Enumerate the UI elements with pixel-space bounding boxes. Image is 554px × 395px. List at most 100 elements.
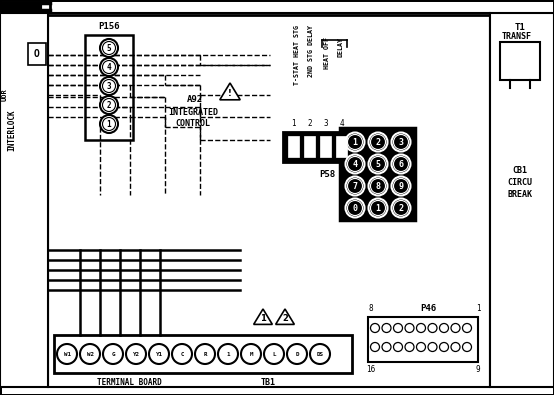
Circle shape <box>241 344 261 364</box>
Text: DELAY: DELAY <box>337 37 343 57</box>
Bar <box>0 13 48 387</box>
Text: O: O <box>34 49 40 59</box>
Circle shape <box>428 324 437 333</box>
Text: 7: 7 <box>352 181 357 190</box>
Text: T-STAT HEAT STG: T-STAT HEAT STG <box>294 25 300 85</box>
Circle shape <box>347 201 362 216</box>
Circle shape <box>346 199 365 218</box>
Bar <box>288 136 299 157</box>
Text: 16: 16 <box>366 365 376 374</box>
Text: 4: 4 <box>339 119 344 128</box>
Bar <box>368 317 478 362</box>
Circle shape <box>57 344 77 364</box>
Circle shape <box>149 344 169 364</box>
Bar <box>304 136 315 157</box>
Text: Y2: Y2 <box>132 352 140 357</box>
Circle shape <box>428 342 437 352</box>
Circle shape <box>451 324 460 333</box>
Text: A92: A92 <box>187 94 203 103</box>
Circle shape <box>102 60 115 73</box>
Circle shape <box>417 324 425 333</box>
Text: 8: 8 <box>369 304 373 313</box>
Text: 3: 3 <box>107 81 111 90</box>
Text: T1: T1 <box>515 23 525 32</box>
Text: HEAT OFF: HEAT OFF <box>324 37 330 69</box>
Circle shape <box>287 344 307 364</box>
Circle shape <box>393 156 408 171</box>
Circle shape <box>80 344 100 364</box>
Circle shape <box>346 177 365 196</box>
Circle shape <box>100 58 118 76</box>
Text: 4: 4 <box>352 160 357 169</box>
Circle shape <box>405 324 414 333</box>
Circle shape <box>310 344 330 364</box>
Text: L: L <box>272 352 276 357</box>
Circle shape <box>346 132 365 152</box>
Text: 2: 2 <box>307 119 312 128</box>
Text: 1: 1 <box>291 119 296 128</box>
Text: BREAK: BREAK <box>507 190 532 199</box>
Text: 2: 2 <box>398 203 403 213</box>
Text: 3: 3 <box>398 137 403 147</box>
Polygon shape <box>254 309 273 324</box>
Text: 5: 5 <box>376 160 381 169</box>
Text: 2: 2 <box>107 100 111 109</box>
Circle shape <box>382 324 391 333</box>
Circle shape <box>102 98 115 111</box>
Text: CONTROL: CONTROL <box>176 118 211 128</box>
Circle shape <box>439 342 449 352</box>
Text: UOR: UOR <box>2 88 8 102</box>
Text: R: R <box>203 352 207 357</box>
Text: 9: 9 <box>476 365 480 374</box>
Text: P156: P156 <box>98 22 120 31</box>
Bar <box>283 132 355 162</box>
Bar <box>320 136 331 157</box>
Text: G: G <box>111 352 115 357</box>
Circle shape <box>463 324 471 333</box>
Text: 8: 8 <box>376 181 381 190</box>
Text: W1: W1 <box>64 352 70 357</box>
Circle shape <box>172 344 192 364</box>
Circle shape <box>371 324 379 333</box>
Circle shape <box>368 132 387 152</box>
Circle shape <box>392 177 411 196</box>
Circle shape <box>218 344 238 364</box>
Bar <box>500 42 540 80</box>
Text: 0: 0 <box>352 203 357 213</box>
Bar <box>0 0 554 15</box>
Circle shape <box>347 156 362 171</box>
Circle shape <box>371 135 386 149</box>
Bar <box>28 43 46 65</box>
Circle shape <box>463 342 471 352</box>
Circle shape <box>100 39 118 57</box>
Text: 1: 1 <box>260 314 266 324</box>
Circle shape <box>393 324 403 333</box>
Text: D: D <box>295 352 299 357</box>
Text: P58: P58 <box>319 169 335 179</box>
Circle shape <box>100 96 118 114</box>
Circle shape <box>371 179 386 194</box>
Bar <box>340 128 415 220</box>
Text: 2ND STG DELAY: 2ND STG DELAY <box>308 25 314 77</box>
Text: 9: 9 <box>398 181 403 190</box>
Text: INTERLOCK: INTERLOCK <box>8 109 17 151</box>
Text: 2: 2 <box>282 314 288 324</box>
Circle shape <box>392 132 411 152</box>
Bar <box>490 13 554 387</box>
Circle shape <box>368 154 387 173</box>
Circle shape <box>417 342 425 352</box>
Text: 3: 3 <box>323 119 328 128</box>
Text: DS: DS <box>316 352 324 357</box>
Circle shape <box>102 117 115 130</box>
Text: TRANSF: TRANSF <box>502 32 532 41</box>
Text: 1: 1 <box>376 203 381 213</box>
Circle shape <box>393 179 408 194</box>
Circle shape <box>102 41 115 55</box>
Polygon shape <box>220 83 240 100</box>
Text: INTEGRATED: INTEGRATED <box>168 107 218 117</box>
Circle shape <box>346 154 365 173</box>
Text: 1: 1 <box>226 352 230 357</box>
Text: 1: 1 <box>476 304 480 313</box>
Text: 1: 1 <box>107 120 111 128</box>
Text: 1: 1 <box>352 137 357 147</box>
